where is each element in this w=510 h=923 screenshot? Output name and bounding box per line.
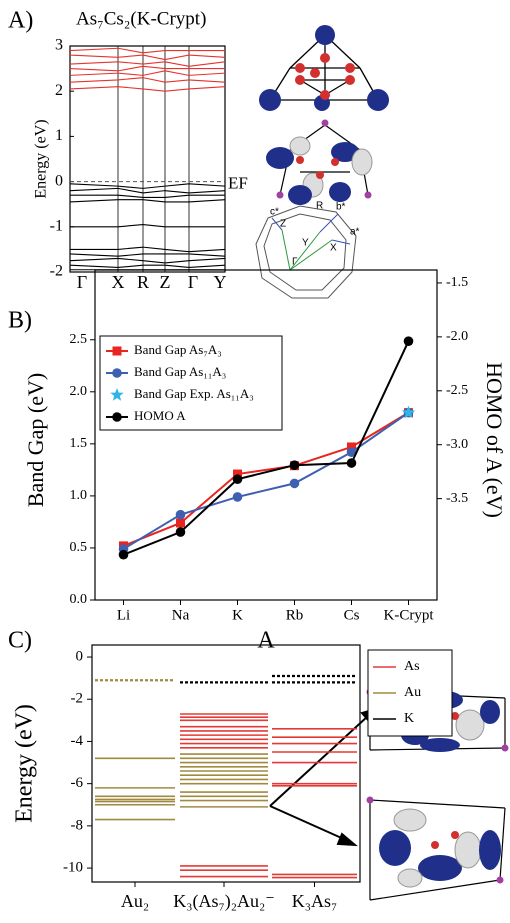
x-tick-label: R (137, 272, 149, 292)
x-axis-title: A (257, 628, 275, 654)
bz-label: c* (270, 207, 279, 218)
data-point (290, 479, 300, 489)
orbital-image (367, 797, 506, 901)
band (70, 225, 225, 227)
plot-frame (95, 270, 437, 600)
y-tick-label: -4 (71, 733, 84, 749)
y2-tick-label: -3.5 (446, 491, 468, 506)
band (70, 87, 225, 92)
legend-label: Band Gap Exp. As₁₁A₃ (134, 386, 254, 401)
y2-tick-label: -2.0 (446, 329, 468, 344)
bz-label: Γ (292, 257, 298, 268)
x-tick-label: K₃(As₇)₂Au₂⁻ (173, 891, 275, 912)
data-point (176, 510, 186, 520)
y-tick-label: 1.5 (70, 436, 88, 451)
band (70, 200, 225, 202)
y-tick-label: 1.0 (70, 488, 88, 503)
y-tick-label: 0 (55, 172, 63, 189)
y-tick-label: -1 (50, 217, 63, 234)
legend-label: K (404, 711, 414, 726)
x-tick-label: Γ (188, 272, 198, 292)
y-tick-label: 0.0 (70, 592, 88, 607)
x-tick-label: Rb (286, 607, 304, 623)
y2-tick-label: -2.5 (446, 383, 468, 398)
y-tick-label: 2.0 (70, 384, 88, 399)
band (70, 195, 225, 197)
bz-label: R (316, 201, 323, 212)
legend-marker (112, 412, 122, 422)
band (70, 265, 225, 267)
band (70, 71, 225, 76)
bz-label: X (330, 243, 337, 254)
band (70, 254, 225, 256)
band (70, 55, 225, 60)
y-tick-label: 2 (55, 82, 63, 99)
bz-label: a* (350, 227, 360, 238)
x-tick-label: Na (172, 607, 190, 623)
band (70, 62, 225, 67)
band (70, 184, 225, 189)
y-tick-label: 1 (55, 127, 63, 144)
x-tick-label: Y (214, 272, 227, 292)
band (70, 247, 225, 252)
legend-label: Au (404, 685, 421, 700)
y2-tick-label: -3.0 (446, 437, 468, 452)
y2-axis-title: HOMO of A (eV) (482, 362, 507, 518)
band (70, 78, 225, 83)
legend-marker (112, 368, 122, 378)
y2-tick-label: -1.5 (446, 275, 468, 290)
band (70, 66, 225, 71)
band (70, 258, 225, 263)
x-tick-label: X (112, 272, 125, 292)
legend-label: Band Gap As₇A₃ (134, 342, 222, 357)
x-tick-label: K₃As₇ (292, 891, 338, 911)
x-tick-label: Li (117, 607, 130, 623)
y-tick-label: -8 (71, 817, 84, 833)
y-tick-label: -10 (63, 860, 83, 876)
x-tick-label: K (232, 607, 243, 623)
y-axis-title: Energy (eV) (12, 704, 38, 823)
data-point (290, 460, 300, 470)
data-point (233, 474, 243, 484)
bz-label: Z (280, 219, 286, 230)
y-axis-title: Energy (eV) (33, 119, 50, 198)
y-tick-label: 0.5 (70, 540, 88, 555)
x-tick-label: Γ (77, 272, 87, 292)
x-tick-label: Au₂ (121, 891, 149, 911)
legend-marker (113, 347, 122, 356)
fermi-label: EF (228, 174, 248, 193)
data-point (176, 518, 185, 527)
orbital-image (266, 120, 372, 206)
plot-frame (70, 46, 225, 272)
panel-label: C) (8, 628, 32, 654)
y-tick-label: 2.5 (70, 332, 88, 347)
data-point (119, 550, 129, 560)
x-tick-label: K-Crypt (384, 607, 435, 623)
cluster-image (259, 25, 389, 111)
figure: A)As₇Cs₂(K-Crypt)Energy (eV)-2-10123ΓXRZ… (0, 0, 510, 923)
x-tick-label: Cs (344, 607, 360, 623)
y-tick-label: -2 (50, 263, 63, 280)
y-tick-label: -2 (71, 691, 84, 707)
y-tick-label: -6 (71, 775, 84, 791)
legend-label: As (404, 659, 420, 674)
y-tick-label: 0 (76, 648, 84, 664)
band (70, 188, 225, 193)
band (70, 48, 225, 53)
x-tick-label: Z (160, 272, 171, 292)
data-point (176, 527, 186, 537)
data-point (347, 458, 357, 468)
legend-label: HOMO A (134, 408, 186, 423)
chart-title: As₇Cs₂(K-Crypt) (76, 8, 206, 29)
data-point (233, 492, 243, 502)
y-axis-title: Band Gap (eV) (23, 373, 48, 507)
legend-label: Band Gap As₁₁A₃ (134, 364, 226, 379)
panel-label: A) (8, 8, 33, 34)
bz-label: Y (302, 238, 309, 249)
panel-label: B) (8, 308, 32, 334)
y-tick-label: 3 (55, 37, 63, 54)
bz-label: b* (336, 202, 346, 213)
brillouin-zone (256, 206, 356, 298)
data-point (404, 336, 414, 346)
